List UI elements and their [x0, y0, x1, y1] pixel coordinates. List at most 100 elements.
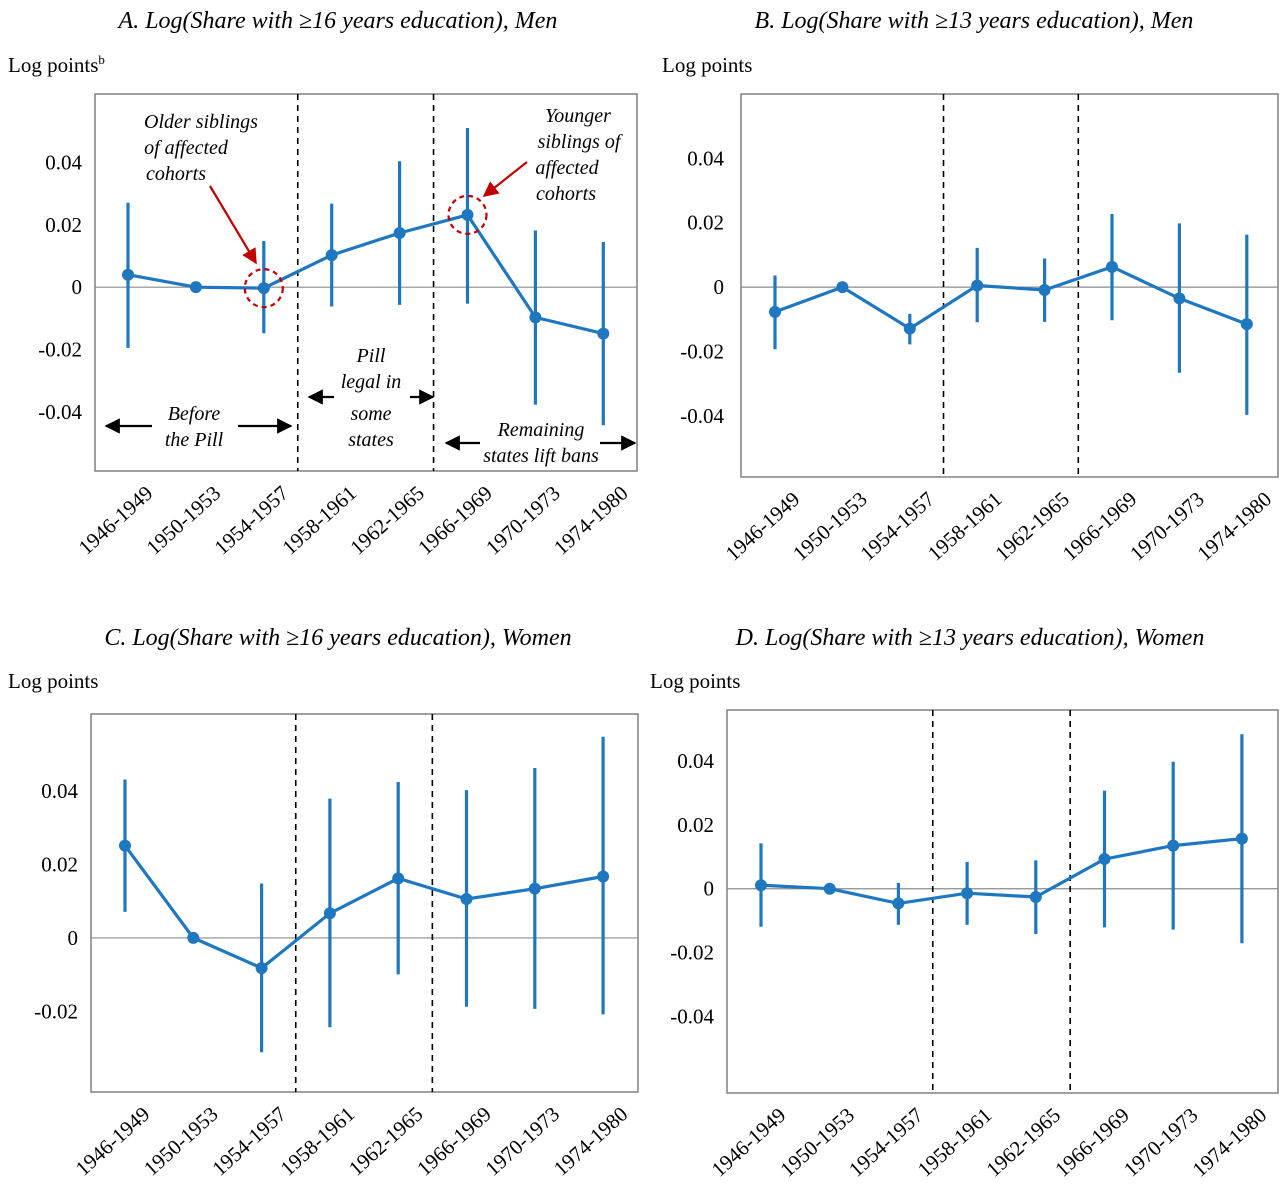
panel-b-data-point — [903, 322, 916, 335]
panel-c: C. Log(Share with ≥16 years education), … — [8, 625, 639, 1181]
panel-c-xtick-label: 1970-1973 — [480, 1102, 564, 1181]
panel-b-ytick-label: 0.02 — [687, 211, 724, 235]
panel-a-data-point — [597, 327, 610, 340]
panel-b-series-line — [774, 265, 1248, 331]
panel-d-xtick-label: 1966-1969 — [1050, 1103, 1134, 1182]
panel-a-xtick-label: 1958-1961 — [277, 481, 361, 560]
panel-c-xtick-label: 1946-1949 — [71, 1102, 155, 1181]
pill-line-3: some — [350, 403, 391, 425]
panel-c-data-point — [597, 870, 610, 883]
panel-b-title: B. Log(Share with ≥13 years education), … — [755, 8, 1194, 34]
remaining-line-2: states lift bans — [483, 445, 599, 467]
before-line-1: Before — [168, 403, 221, 425]
panel-a-data-point — [393, 226, 406, 239]
panel-d-data-point — [1098, 853, 1111, 866]
panel-c-data-point — [119, 839, 131, 852]
panel-b-data-point — [1240, 318, 1253, 331]
panel-b-data-point — [971, 279, 984, 292]
panel-c-ylabel: Log points — [8, 669, 98, 693]
panel-b-data-point — [836, 281, 849, 294]
panel-c-xtick-label: 1966-1969 — [412, 1102, 496, 1181]
panel-d-data-point — [961, 887, 974, 900]
before-line-2: the Pill — [165, 429, 224, 451]
panel-a-xtick-label: 1966-1969 — [413, 481, 497, 560]
panel-c-data-point — [460, 892, 473, 905]
panel-c-ytick-label: 0.04 — [41, 779, 78, 803]
older-line-2: of affected — [144, 137, 229, 159]
remaining-line-1: Remaining — [497, 419, 585, 441]
panel-a-xtick-label: 1950-1953 — [142, 481, 226, 560]
annotation-pill-legal: Pill legal in some states — [307, 345, 435, 451]
panel-a-xtick-label: 1946-1949 — [74, 481, 158, 560]
panel-b-ytick-label: 0 — [714, 275, 725, 299]
panel-a-xtick-label: 1974-1980 — [549, 481, 633, 560]
panel-b-xtick-label: 1946-1949 — [721, 487, 805, 566]
panel-d-series-line — [760, 837, 1243, 906]
panel-d-title: D. Log(Share with ≥13 years education), … — [735, 625, 1205, 651]
panel-a-xtick-label: 1970-1973 — [481, 481, 565, 560]
panel-a-data-point — [257, 282, 270, 295]
panel-a-data-point — [461, 208, 474, 221]
panel-d-data-point — [823, 882, 836, 895]
panel-c-ytick-label: 0 — [68, 926, 79, 950]
panel-c-data-point — [255, 962, 268, 975]
panel-b-xtick-label: 1958-1961 — [923, 487, 1007, 566]
panel-a-title: A. Log(Share with ≥16 years education), … — [117, 8, 558, 34]
panel-b-xtick-label: 1966-1969 — [1058, 487, 1142, 566]
panel-a-highlight-circle — [243, 268, 284, 309]
panel-c-data-point — [323, 907, 336, 920]
panel-a-ytick-label: 0.04 — [45, 151, 82, 175]
panel-d-ytick-label: -0.04 — [670, 1004, 714, 1028]
panel-c-xtick-label: 1974-1980 — [549, 1102, 633, 1181]
younger-arrow — [482, 161, 528, 197]
panel-a-ytick-label: 0.02 — [45, 213, 82, 237]
panel-a-ytick-label: -0.04 — [38, 400, 82, 424]
panel-a: A. Log(Share with ≥16 years education), … — [8, 8, 638, 560]
panel-a-ylabel: Log pointsb — [8, 52, 105, 77]
annotation-older-siblings: Older siblings of affected cohorts — [144, 111, 258, 265]
panel-b-ytick-label: 0.04 — [687, 146, 724, 170]
younger-line-1: Younger — [545, 105, 611, 127]
panel-b: B. Log(Share with ≥13 years education), … — [662, 8, 1279, 566]
panel-d-ytick-label: -0.02 — [670, 941, 714, 965]
panel-c-xtick-label: 1962-1965 — [344, 1102, 428, 1181]
annotation-remaining-states: Remaining states lift bans — [444, 419, 637, 467]
panel-a-highlight-circle — [447, 194, 488, 235]
younger-line-2: siblings of — [538, 131, 623, 153]
panel-d-data-point — [892, 897, 905, 910]
panel-a-xtick-label: 1954-1957 — [209, 481, 293, 560]
panel-c-xtick-label: 1950-1953 — [139, 1102, 223, 1181]
panel-c-frame — [90, 713, 639, 1093]
pill-line-1: Pill — [356, 345, 386, 367]
panel-c-data-point — [528, 882, 541, 895]
panel-d-data-point — [1029, 891, 1042, 904]
panel-a-data-point — [189, 281, 202, 294]
panel-a-ytick-label: -0.02 — [38, 337, 82, 361]
panel-b-ytick-label: -0.02 — [680, 339, 724, 363]
younger-line-3: affected — [535, 157, 599, 179]
panel-d-data-point — [1167, 839, 1180, 852]
panel-b-xtick-label: 1962-1965 — [990, 487, 1074, 566]
panel-b-frame — [740, 93, 1279, 478]
panel-d-data-point — [755, 879, 767, 892]
panel-c-ytick-label: 0.02 — [41, 852, 78, 876]
panel-d-xtick-label: 1958-1961 — [913, 1103, 997, 1182]
panel-b-data-point — [1173, 292, 1186, 305]
pill-line-2: legal in — [341, 371, 402, 393]
panel-c-xtick-label: 1958-1961 — [276, 1102, 360, 1181]
panel-a-series-line — [127, 213, 604, 336]
panel-d-data-point — [1235, 832, 1248, 845]
panel-a-xtick-label: 1962-1965 — [345, 481, 429, 560]
panel-b-xtick-label: 1950-1953 — [788, 487, 872, 566]
panel-d-ytick-label: 0.02 — [677, 813, 714, 837]
panel-c-xtick-label: 1954-1957 — [207, 1102, 291, 1181]
panel-b-xtick-label: 1974-1980 — [1192, 487, 1276, 566]
panel-b-ytick-label: -0.04 — [680, 404, 724, 428]
older-line-1: Older siblings — [144, 111, 258, 133]
panel-a-data-point — [529, 311, 542, 324]
panel-c-ytick-label: -0.02 — [34, 999, 78, 1023]
annotation-younger-siblings: Younger siblings of affected cohorts — [482, 105, 623, 205]
panel-b-ylabel: Log points — [662, 53, 752, 77]
older-arrow — [209, 185, 257, 265]
